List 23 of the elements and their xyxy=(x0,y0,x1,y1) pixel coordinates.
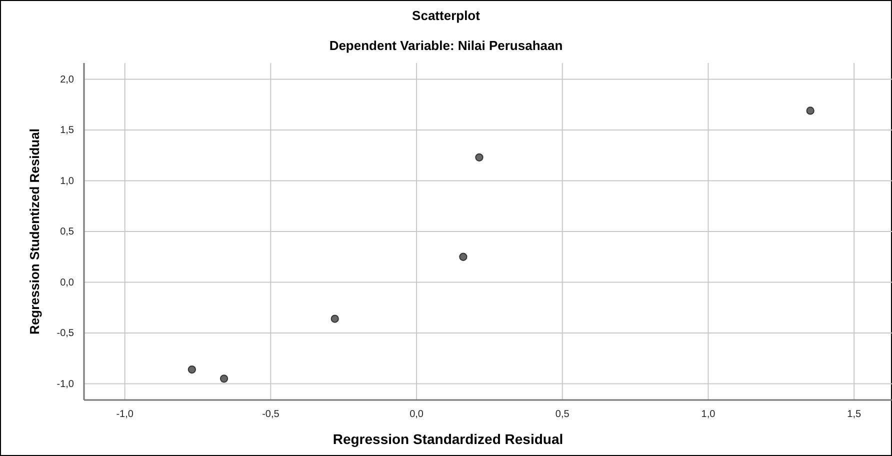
point xyxy=(475,153,484,162)
chart-subtitle: Dependent Variable: Nilai Perusahaan xyxy=(329,38,563,53)
point xyxy=(188,365,196,374)
y-tick-label: 0,5 xyxy=(60,226,74,238)
x-tick-label: -0,5 xyxy=(262,409,280,420)
x-tick-label: 1,5 xyxy=(847,409,862,420)
chart-title: Scatterplot xyxy=(412,8,481,23)
y-axis-title: Regression Studentized Residual xyxy=(27,128,42,334)
point xyxy=(220,374,228,383)
x-tick-label: 0,5 xyxy=(555,409,570,420)
y-tick-label: 1,5 xyxy=(60,125,74,136)
x-axis-title: Regression Standardized Residual xyxy=(332,431,564,447)
x-tick-label: 0,0 xyxy=(410,409,424,420)
point xyxy=(459,252,468,261)
y-tick-label: 1,0 xyxy=(60,176,74,187)
y-tick-label: -0,5 xyxy=(56,328,74,340)
x-tick-label: 1,0 xyxy=(701,409,716,420)
y-tick-label: 2,0 xyxy=(60,74,74,86)
y-tick-label: -1,0 xyxy=(56,378,74,390)
point xyxy=(806,106,814,115)
point xyxy=(330,314,339,323)
y-tick-label: 0,0 xyxy=(60,277,74,288)
x-tick-label: -1,0 xyxy=(116,409,134,420)
